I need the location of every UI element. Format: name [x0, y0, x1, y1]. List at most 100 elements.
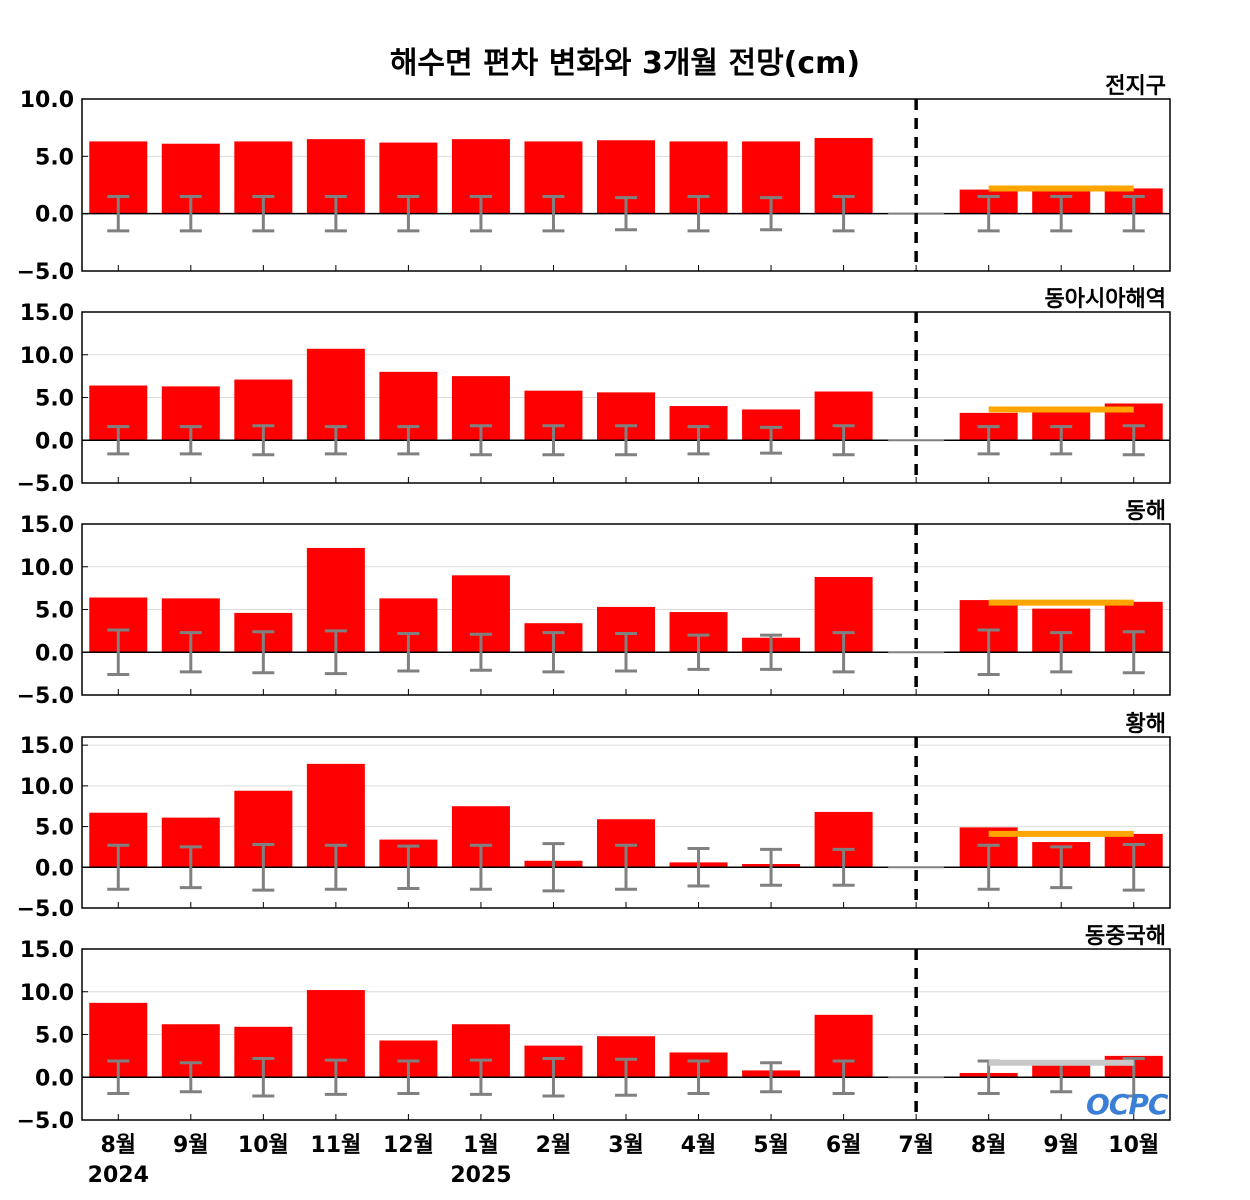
error-bar	[252, 630, 275, 675]
x-tick-label: 9월	[173, 1133, 209, 1158]
x-tick-label: 6월	[826, 1133, 862, 1158]
y-tick-label: 5.0	[35, 816, 74, 841]
error-bar	[687, 633, 710, 671]
x-tick-label: 10월	[238, 1133, 289, 1158]
y-tick-label: 15.0	[20, 513, 74, 538]
error-bar	[687, 425, 710, 456]
error-bar	[977, 843, 1000, 891]
error-bar	[977, 425, 1000, 456]
error-bar	[469, 632, 492, 672]
error-bar	[760, 196, 783, 232]
y-tick-label: 10.0	[20, 981, 74, 1006]
x-tick-label: 7월	[898, 1133, 934, 1158]
panel-4: 15.0 10.0 5.0 0.0 −5.0 동중국해	[17, 924, 1171, 1134]
y-tick-label: 0.0	[35, 429, 74, 454]
error-bar	[977, 628, 1000, 676]
error-bar	[832, 1059, 855, 1095]
error-bar	[977, 194, 1000, 233]
error-bar	[687, 847, 710, 888]
error-bar	[324, 1058, 347, 1096]
y-tick-label: 5.0	[35, 387, 74, 412]
error-bar	[542, 842, 565, 893]
error-bar	[179, 631, 202, 674]
error-bar	[469, 424, 492, 457]
error-bar	[1122, 194, 1145, 233]
panel-name: 동해	[1126, 499, 1166, 524]
error-bar	[107, 843, 130, 891]
error-bar	[832, 194, 855, 233]
error-bar	[252, 424, 275, 457]
error-bar	[832, 847, 855, 887]
y-tick-label: 0.0	[35, 856, 74, 881]
panel-3: 15.0 10.0 5.0 0.0 −5.0 황해	[17, 712, 1171, 922]
error-bar	[469, 194, 492, 233]
error-bar	[615, 1057, 637, 1097]
error-bar	[397, 194, 420, 233]
panel-0: 10.0 5.0 0.0 −5.0 전지구	[17, 74, 1171, 285]
error-bar	[324, 843, 347, 891]
error-bar	[397, 844, 420, 890]
x-tick-label: 9월	[1043, 1133, 1079, 1158]
error-bar	[107, 194, 130, 233]
error-bar	[542, 194, 565, 233]
x-tick-label: 5월	[753, 1133, 789, 1158]
error-bar	[107, 628, 130, 676]
y-tick-label: 0.0	[35, 1066, 74, 1091]
x-tick-label: 3월	[608, 1133, 644, 1158]
error-bar	[1050, 845, 1073, 890]
bar	[306, 348, 365, 441]
y-tick-label: −5.0	[17, 472, 74, 497]
x-tick-label: 8월	[971, 1133, 1007, 1158]
x-tick-label: 1월	[463, 1133, 499, 1158]
x-tick-label: 10월	[1108, 1133, 1159, 1158]
error-bar	[1122, 842, 1145, 892]
error-bar	[469, 1058, 492, 1096]
error-bar	[832, 424, 855, 457]
error-bar	[1050, 425, 1073, 456]
y-tick-label: −5.0	[17, 1109, 74, 1134]
error-bar	[760, 1061, 783, 1094]
error-bar	[687, 194, 710, 233]
error-bar	[832, 631, 855, 674]
x-tick-label: 11월	[310, 1133, 361, 1158]
x-tick-label: 8월	[100, 1133, 136, 1158]
y-tick-label: −5.0	[17, 684, 74, 709]
y-tick-label: −5.0	[17, 897, 74, 922]
panel-name: 황해	[1126, 712, 1166, 737]
error-bar	[469, 843, 492, 891]
error-bar	[615, 196, 637, 232]
year-label: 2025	[450, 1163, 511, 1188]
error-bar	[760, 847, 783, 887]
error-bar	[1122, 630, 1145, 675]
y-tick-label: 5.0	[35, 1024, 74, 1049]
y-tick-label: 10.0	[20, 344, 74, 369]
panel-name: 동아시아해역	[1045, 287, 1166, 312]
error-bar	[615, 424, 637, 457]
y-tick-label: 15.0	[20, 938, 74, 963]
error-bar	[179, 425, 202, 456]
error-bar	[324, 194, 347, 233]
error-bar	[179, 194, 202, 233]
error-bar	[615, 631, 637, 673]
y-tick-label: 5.0	[35, 599, 74, 624]
error-bar	[252, 194, 275, 233]
error-bar	[760, 633, 783, 671]
y-tick-label: 10.0	[20, 556, 74, 581]
error-bar	[1122, 424, 1145, 457]
y-tick-label: 15.0	[20, 734, 74, 759]
error-bar	[324, 629, 347, 676]
error-bar	[687, 1059, 710, 1095]
error-bar	[179, 1061, 202, 1094]
y-tick-label: 0.0	[35, 641, 74, 666]
error-bar	[252, 842, 275, 892]
ocpc-logo: OCPC	[1086, 1088, 1168, 1121]
x-tick-label: 12월	[383, 1133, 434, 1158]
error-bar	[615, 843, 637, 891]
chart-title: 해수면 편차 변화와 3개월 전망(cm)	[389, 46, 861, 81]
panel-name: 전지구	[1105, 74, 1166, 99]
error-bar	[542, 1056, 565, 1098]
year-label: 2024	[88, 1163, 149, 1188]
error-bar	[397, 1059, 420, 1095]
error-bar	[252, 1056, 275, 1098]
